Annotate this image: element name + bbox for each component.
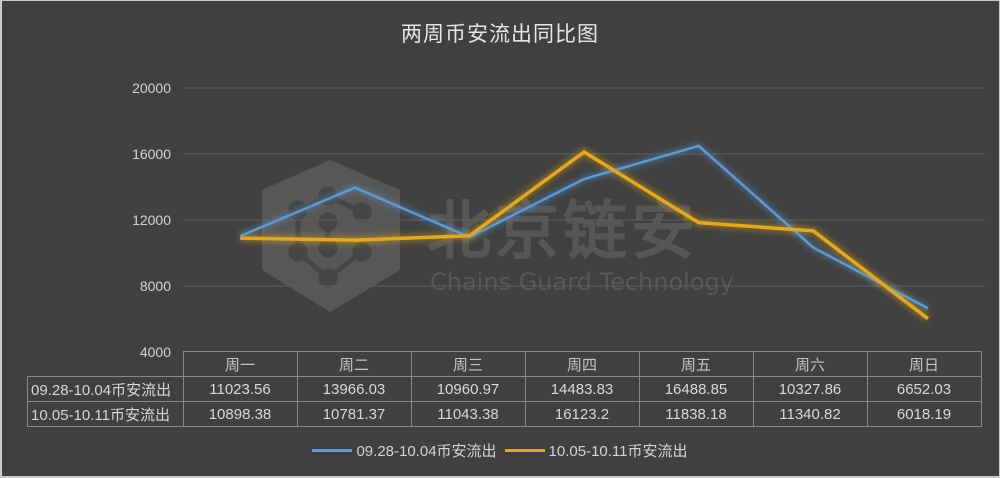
table-header-cell: 周四 [524,351,640,377]
legend-swatch-line-icon [504,449,545,452]
table-cell: 11043.38 [410,401,526,427]
table-row-label: 09.28-10.04币安流出 [27,376,184,402]
table-row: 10.05-10.11币安流出 10898.38 10781.37 11043.… [27,401,982,427]
legend-item-series-1[interactable]: 09.28-10.04币安流出 [312,440,497,461]
gridlines [183,87,985,287]
table-cell: 16123.2 [524,401,640,427]
series-line-1 [239,144,929,310]
y-tick-label: 12000 [132,212,171,228]
table-header-cell: 周五 [638,351,754,377]
table-header-cell: 周三 [410,351,526,377]
table-cell: 6652.03 [866,376,982,402]
table-cell: 10781.37 [296,401,412,427]
watermark-text-en: Chains Guard Technology [430,268,734,296]
table-cell: 10898.38 [182,401,298,427]
y-axis-ticks: 4000 8000 12000 16000 20000 [132,80,171,360]
table-cell: 11023.56 [182,376,298,402]
table-header-cell: 周二 [296,351,412,377]
table-cell: 10327.86 [752,376,868,402]
legend-item-series-2[interactable]: 10.05-10.11币安流出 [504,440,688,461]
y-tick-label: 16000 [132,146,171,162]
table-header-row: 周一 周二 周三 周四 周五 周六 周日 [28,351,982,377]
y-tick-label: 4000 [140,344,171,360]
series-lines [238,142,931,323]
data-table: 周一 周二 周三 周四 周五 周六 周日 09.28-10.04币安流出 110… [27,351,982,427]
table-cell: 13966.03 [296,376,412,402]
table-header-cell: 周日 [866,351,982,377]
table-cell: 11838.18 [638,401,754,427]
table-header-cell: 周六 [752,351,868,377]
legend-label: 09.28-10.04币安流出 [356,443,497,460]
legend-swatch-line-icon [312,449,353,452]
y-tick-label: 8000 [140,278,171,294]
table-row-label: 10.05-10.11币安流出 [27,401,184,427]
table-cell: 14483.83 [524,376,640,402]
table-cell: 6018.19 [866,401,982,427]
chart-title: 两周币安流出同比图 [401,22,599,46]
table-header-cell: 周一 [182,351,298,377]
legend-label: 10.05-10.11币安流出 [548,443,688,460]
table-cell: 10960.97 [410,376,526,402]
table-cell: 11340.82 [752,401,868,427]
table-row: 09.28-10.04币安流出 11023.56 13966.03 10960.… [27,376,982,402]
series-line-2 [240,149,929,321]
y-tick-label: 20000 [132,80,171,96]
table-cell: 16488.85 [638,376,754,402]
legend: 09.28-10.04币安流出 10.05-10.11币安流出 [0,440,1000,461]
